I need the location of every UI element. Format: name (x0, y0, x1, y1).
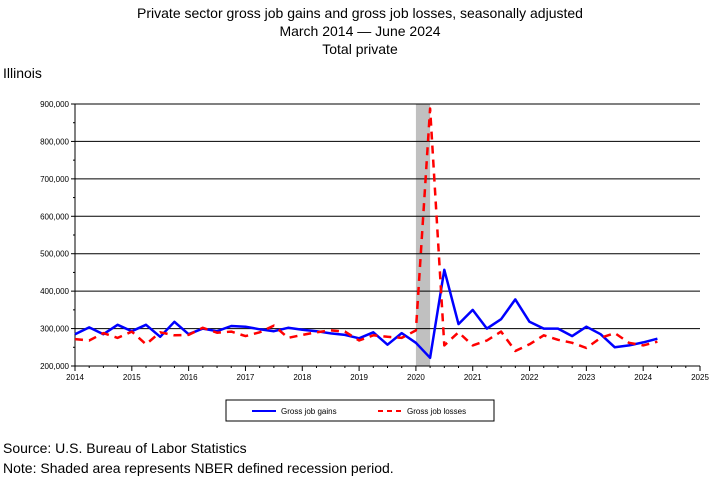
legend-losses-label: Gross job losses (407, 407, 466, 416)
x-tick-label: 2017 (237, 373, 255, 382)
date-range-end: June 2024 (375, 23, 441, 39)
x-tick-label: 2016 (180, 373, 198, 382)
chart-title: Private sector gross job gains and gross… (137, 5, 583, 21)
y-tick-label: 600,000 (40, 212, 69, 221)
x-tick-label: 2019 (350, 373, 368, 382)
x-tick-label: 2025 (691, 373, 709, 382)
y-tick-label: 300,000 (40, 325, 69, 334)
x-tick-label: 2014 (66, 373, 84, 382)
series-losses-line (74, 107, 658, 353)
x-tick-label: 2018 (293, 373, 311, 382)
chart-date-range: March 2014 — June 2024 (0, 22, 720, 40)
x-tick-label: 2020 (407, 373, 425, 382)
date-range-start: March 2014 (279, 23, 354, 39)
series-gains-line (74, 268, 658, 360)
y-tick-label: 500,000 (40, 250, 69, 259)
legend-gains-label: Gross job gains (281, 407, 337, 416)
chart-series-subtitle: Total private (322, 41, 398, 57)
x-tick-label: 2015 (123, 373, 141, 382)
y-tick-label: 800,000 (40, 137, 69, 146)
y-tick-label: 200,000 (40, 362, 69, 371)
source-note: Source: U.S. Bureau of Labor Statistics (3, 440, 247, 456)
x-tick-label: 2024 (634, 373, 652, 382)
legend-box (225, 399, 495, 422)
chart-title-block: Private sector gross job gains and gross… (0, 4, 720, 58)
date-range-dash: — (353, 23, 376, 39)
y-tick-label: 700,000 (40, 175, 69, 184)
recession-note: Note: Shaded area represents NBER define… (3, 460, 394, 476)
x-tick-label: 2022 (521, 373, 539, 382)
x-tick-label: 2021 (464, 373, 482, 382)
x-tick-label: 2023 (577, 373, 595, 382)
y-tick-label: 400,000 (40, 287, 69, 296)
y-tick-label: 900,000 (40, 100, 69, 109)
legend: Gross job gains Gross job losses (225, 399, 495, 422)
region-label: Illinois (3, 65, 42, 81)
